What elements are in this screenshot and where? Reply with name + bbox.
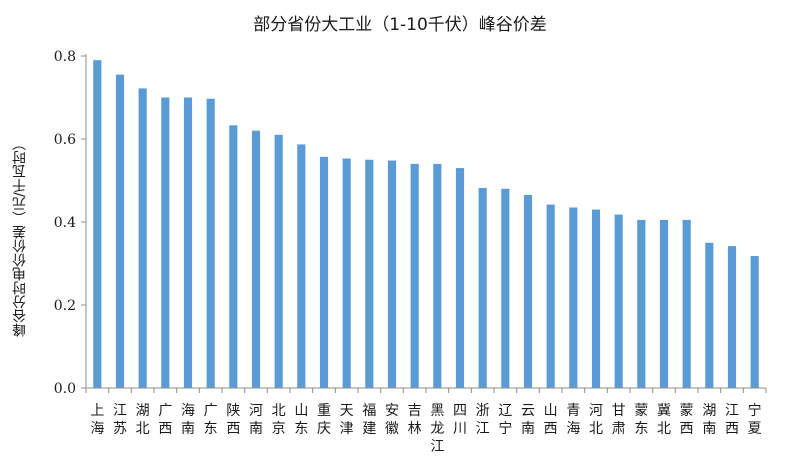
y-tick-label-4: 0.8 (54, 49, 76, 65)
x-category-label-28: 江西 (725, 403, 739, 437)
x-category-label-26: 蒙西 (680, 403, 694, 437)
bar-24 (637, 219, 646, 388)
x-category-label-21: 青海 (566, 403, 580, 437)
x-category-label-0: 上海 (90, 403, 104, 437)
x-category-label-24: 蒙东 (634, 403, 648, 437)
chart-title: 部分省份大工业（1-10千伏）峰谷价差 (253, 15, 547, 35)
x-category-label-8: 北京 (272, 403, 286, 437)
bars-layer (93, 60, 759, 389)
bar-12 (365, 159, 374, 388)
bar-7 (251, 130, 261, 388)
x-category-label-9: 山东 (294, 403, 308, 437)
x-category-label-13: 安徽 (385, 403, 399, 437)
x-category-label-12: 福建 (362, 403, 376, 437)
bar-29 (750, 256, 759, 388)
y-tick-label-1: 0.2 (54, 298, 76, 314)
bar-1 (115, 74, 125, 389)
bar-19 (523, 195, 533, 388)
bar-5 (206, 98, 215, 388)
bar-8 (274, 134, 283, 388)
x-category-label-2: 湖北 (136, 403, 150, 437)
x-category-label-7: 河南 (249, 403, 263, 437)
bar-0 (93, 60, 102, 389)
x-category-label-16: 四川 (453, 403, 467, 437)
bar-14 (410, 163, 419, 388)
bar-4 (183, 97, 193, 388)
x-category-label-11: 天津 (340, 403, 354, 437)
x-category-label-18: 辽宁 (498, 403, 512, 437)
x-category-label-14: 吉林 (408, 403, 422, 437)
bar-20 (546, 204, 555, 388)
bar-25 (659, 219, 669, 388)
bar-18 (501, 188, 510, 388)
bar-17 (478, 187, 487, 388)
bar-11 (342, 158, 351, 388)
bar-9 (297, 144, 306, 388)
x-category-label-1: 江苏 (113, 403, 127, 437)
x-category-label-17: 浙江 (476, 403, 490, 437)
x-category-label-23: 甘肃 (612, 403, 626, 437)
bar-22 (591, 209, 601, 388)
y-tick-label-2: 0.4 (54, 215, 76, 231)
bar-27 (705, 242, 714, 388)
bar-16 (455, 168, 465, 388)
bar-2 (138, 88, 147, 389)
bar-26 (682, 219, 691, 388)
bar-15 (433, 163, 442, 388)
x-category-label-19: 云南 (521, 403, 535, 437)
x-category-label-20: 山西 (544, 403, 558, 437)
x-category-label-6: 陕西 (226, 403, 240, 437)
x-category-label-10: 重庆 (317, 403, 331, 437)
x-category-label-25: 冀北 (657, 403, 671, 437)
x-category-label-3: 广西 (158, 403, 172, 437)
bar-28 (727, 246, 737, 388)
x-category-label-22: 河北 (589, 403, 603, 437)
bar-10 (319, 156, 329, 388)
x-categories-layer: 上海江苏湖北广西海南广东陕西河南北京山东重庆天津福建安徽吉林黑龙江四川浙江辽宁云… (85, 388, 767, 455)
x-category-label-5: 广东 (204, 403, 218, 437)
x-category-label-15: 黑龙江 (430, 403, 444, 455)
bar-23 (614, 214, 623, 388)
bar-6 (229, 125, 238, 388)
x-category-label-4: 海南 (181, 403, 195, 437)
y-tick-label-3: 0.6 (54, 132, 76, 148)
y-tick-label-0: 0.0 (54, 381, 76, 397)
bar-3 (161, 97, 170, 388)
bar-21 (569, 207, 578, 388)
y-ticks-layer: 0.0 0.2 0.4 0.6 0.8 (54, 49, 86, 397)
x-category-label-27: 湖南 (702, 403, 716, 437)
bar-13 (387, 160, 397, 388)
x-category-label-29: 宁夏 (748, 402, 762, 437)
